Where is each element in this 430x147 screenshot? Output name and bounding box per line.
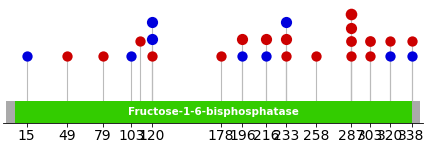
Point — [64, 54, 71, 57]
Point — [387, 40, 393, 42]
Point — [23, 54, 30, 57]
FancyBboxPatch shape — [6, 101, 15, 123]
Point — [283, 21, 290, 24]
Text: Fructose-1-6-bisphosphatase: Fructose-1-6-bisphosphatase — [128, 107, 298, 117]
Point — [347, 27, 354, 30]
Point — [283, 37, 290, 40]
Point — [136, 40, 143, 42]
Point — [263, 37, 270, 40]
Point — [283, 54, 290, 57]
Point — [408, 40, 415, 42]
Point — [408, 54, 415, 57]
Point — [366, 40, 373, 42]
FancyBboxPatch shape — [15, 101, 412, 123]
Point — [387, 54, 393, 57]
Point — [347, 40, 354, 42]
Point — [148, 37, 155, 40]
FancyBboxPatch shape — [412, 101, 420, 123]
Point — [148, 54, 155, 57]
Point — [313, 54, 319, 57]
Point — [128, 54, 135, 57]
Point — [366, 54, 373, 57]
Point — [347, 13, 354, 15]
Point — [239, 54, 246, 57]
Point — [239, 37, 246, 40]
Point — [148, 21, 155, 24]
Point — [218, 54, 224, 57]
Point — [263, 54, 270, 57]
Point — [347, 54, 354, 57]
Point — [99, 54, 106, 57]
